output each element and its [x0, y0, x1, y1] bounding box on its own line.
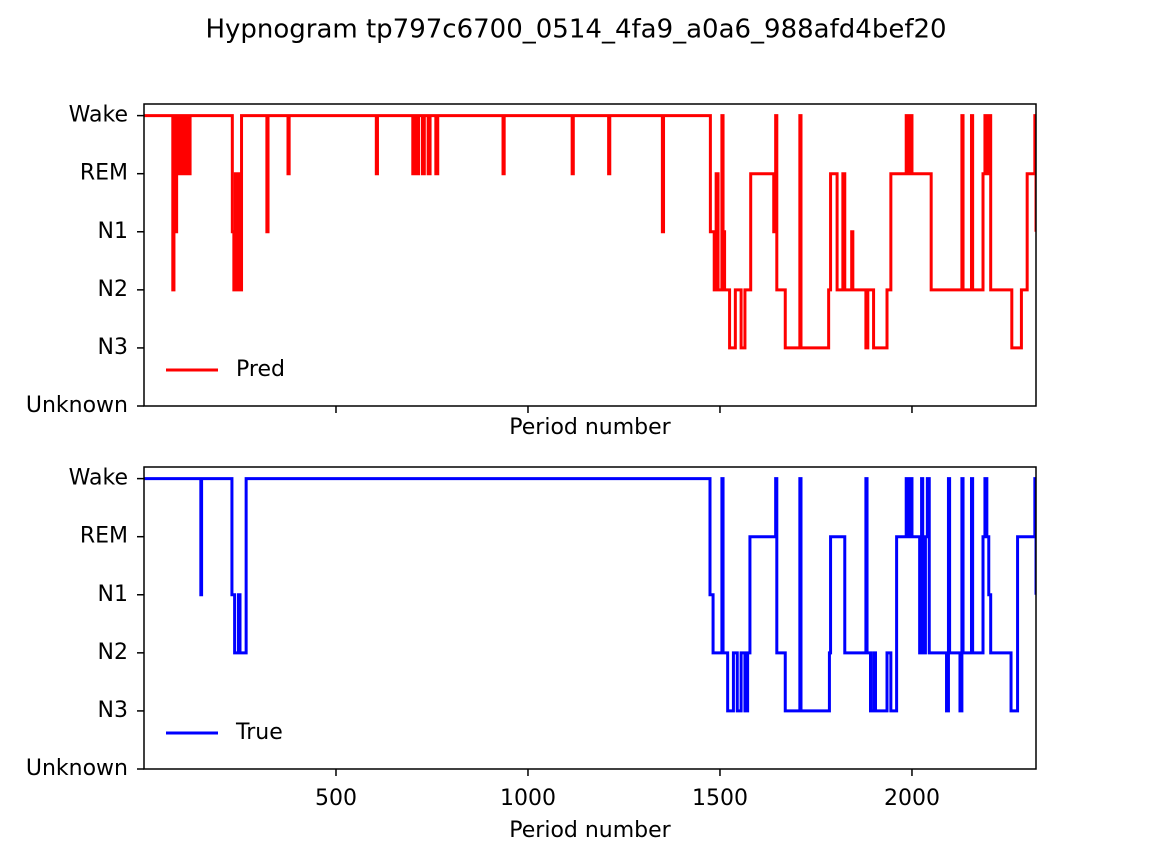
axes-frame: [143, 466, 1037, 770]
data-line: [144, 477, 1036, 713]
data-line: [144, 114, 1036, 350]
x-tick-label: 500: [315, 786, 357, 811]
legend-label: True: [235, 720, 283, 745]
y-tick-label: N1: [98, 219, 128, 244]
y-tick-label: REM: [80, 161, 128, 186]
axes-frame: [143, 103, 1037, 407]
x-tick-label: 1000: [500, 786, 556, 811]
x-tick-label: 1500: [692, 786, 748, 811]
y-tick-label: N1: [98, 582, 128, 607]
y-tick-label: N2: [98, 640, 128, 665]
y-tick-label: Wake: [69, 466, 128, 491]
y-tick-label: Unknown: [26, 393, 128, 418]
y-tick-label: N2: [98, 277, 128, 302]
y-tick-label: REM: [80, 524, 128, 549]
y-tick-label: Unknown: [26, 756, 128, 781]
x-axis-label: Period number: [509, 818, 671, 843]
x-axis-label: Period number: [509, 415, 671, 440]
y-tick-label: Wake: [69, 103, 128, 128]
legend-label: Pred: [236, 357, 285, 382]
x-tick-label: 2000: [884, 786, 940, 811]
chart-title: Hypnogram tp797c6700_0514_4fa9_a0a6_988a…: [205, 15, 946, 45]
y-tick-label: N3: [98, 698, 128, 723]
y-tick-label: N3: [98, 335, 128, 360]
